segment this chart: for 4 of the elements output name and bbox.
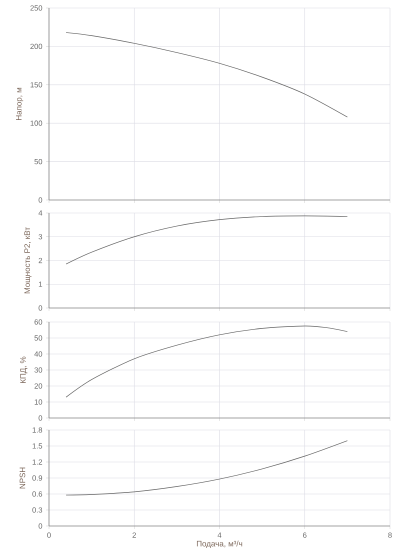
line-series <box>66 440 348 496</box>
line-series <box>66 326 348 398</box>
line-series <box>66 215 348 264</box>
line-series <box>66 32 348 118</box>
